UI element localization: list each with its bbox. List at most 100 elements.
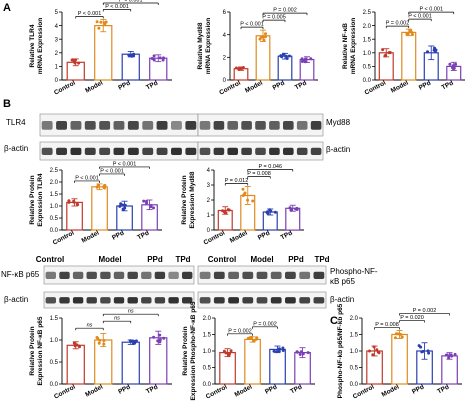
blot-band bbox=[45, 271, 56, 279]
blot-band bbox=[285, 271, 296, 279]
data-point bbox=[246, 198, 250, 202]
significance-label: P < 0.001 bbox=[419, 7, 443, 13]
data-point bbox=[158, 338, 162, 342]
y-tick-label: 2 bbox=[223, 56, 227, 62]
lane-header: PPd bbox=[147, 255, 163, 264]
y-axis-title: Phospho-NF-kb p65/NF-kb p65 bbox=[337, 303, 344, 398]
blot-band bbox=[59, 297, 70, 304]
y-tick-label: 2.5 bbox=[50, 168, 59, 174]
data-point bbox=[261, 35, 265, 39]
bar-control bbox=[219, 352, 236, 385]
blot-band bbox=[255, 121, 266, 130]
lane-headers-phospho: Control Model PPd TPd bbox=[208, 255, 330, 264]
data-point bbox=[376, 350, 380, 354]
blot-band bbox=[113, 297, 125, 304]
data-point bbox=[222, 210, 226, 214]
significance-label: P = 0.002 bbox=[228, 328, 252, 334]
x-tick-label: Model bbox=[390, 79, 410, 94]
significance-label: P = 0.002 bbox=[413, 308, 437, 314]
data-point bbox=[158, 56, 162, 60]
blot-band bbox=[113, 121, 125, 130]
blot-band bbox=[156, 147, 168, 155]
blot-band bbox=[59, 271, 70, 279]
y-tick-label: 0.5 bbox=[50, 360, 59, 366]
blot-band bbox=[72, 297, 84, 304]
data-point bbox=[98, 338, 102, 342]
blot-band bbox=[56, 121, 67, 130]
y-tick-label: 2 bbox=[207, 198, 211, 204]
x-tick-label: PPd bbox=[111, 230, 125, 242]
y-axis-title: mRNA Expression bbox=[350, 18, 357, 74]
x-tick-label: TPd bbox=[436, 384, 450, 396]
bar-model bbox=[255, 35, 271, 81]
blot-band bbox=[70, 147, 82, 155]
data-point bbox=[74, 58, 77, 62]
blot-label-actin-1: β-actin bbox=[4, 144, 28, 153]
data-point bbox=[264, 35, 267, 39]
data-point bbox=[73, 61, 77, 65]
x-tick-label: Model bbox=[234, 383, 254, 398]
bar-model bbox=[401, 31, 417, 81]
y-tick-label: 0 bbox=[55, 78, 59, 84]
blot-band bbox=[199, 297, 211, 304]
y-axis-title: mRNA Expression bbox=[205, 18, 212, 74]
x-tick-label: Model bbox=[229, 229, 249, 244]
significance-label: P < 0.001 bbox=[408, 14, 432, 20]
data-point bbox=[241, 66, 245, 69]
blot-myd88-actin bbox=[197, 113, 324, 161]
data-point bbox=[162, 336, 166, 340]
blot-band bbox=[168, 271, 179, 279]
significance-label: P < 0.001 bbox=[75, 175, 99, 181]
y-tick-label: 1.0 bbox=[203, 349, 212, 355]
data-point bbox=[426, 349, 430, 353]
blot-band bbox=[100, 297, 111, 304]
lane-header: TPd bbox=[314, 255, 329, 264]
y-tick-label: 4 bbox=[55, 24, 59, 30]
blot-band bbox=[171, 147, 182, 155]
blot-band bbox=[127, 121, 139, 130]
blot-band bbox=[141, 297, 152, 304]
data-point bbox=[304, 57, 307, 61]
data-point bbox=[242, 193, 246, 197]
data-point bbox=[99, 20, 103, 24]
y-tick-label: 3 bbox=[55, 37, 59, 43]
blot-band bbox=[99, 147, 111, 155]
y-tick-label: 0.0 bbox=[50, 228, 59, 234]
blot-band bbox=[45, 297, 56, 304]
x-tick-label: PPd bbox=[264, 384, 278, 396]
bar-ppd bbox=[121, 53, 140, 81]
data-point bbox=[130, 339, 134, 343]
x-tick-label: TPd bbox=[441, 80, 455, 92]
blot-band bbox=[199, 121, 211, 130]
significance-label: ns bbox=[114, 316, 120, 322]
significance-label: P = 0.020 bbox=[400, 315, 424, 321]
bar-model bbox=[391, 333, 408, 385]
x-tick-label: Model bbox=[84, 383, 104, 398]
bar-tpd bbox=[441, 355, 458, 385]
bar-model bbox=[91, 186, 108, 231]
blot-band bbox=[142, 147, 154, 155]
data-point bbox=[121, 203, 125, 207]
blot-band bbox=[285, 297, 296, 304]
y-tick-label: 1.0 bbox=[350, 349, 359, 355]
data-point bbox=[118, 204, 122, 208]
blot-band bbox=[127, 297, 138, 304]
data-point bbox=[295, 206, 299, 210]
data-point bbox=[149, 204, 153, 208]
significance-label: P < 0.001 bbox=[100, 168, 124, 174]
lane-header: Control bbox=[208, 255, 236, 264]
data-point bbox=[227, 353, 231, 357]
data-point bbox=[152, 58, 156, 62]
data-point bbox=[152, 206, 155, 210]
data-point bbox=[301, 352, 305, 356]
blot-band bbox=[185, 147, 197, 155]
y-axis-title: Expression Myd88 bbox=[189, 171, 196, 228]
data-point bbox=[372, 345, 376, 349]
blot-band bbox=[154, 297, 166, 304]
y-tick-label: 2 bbox=[55, 51, 59, 57]
bar-model bbox=[94, 25, 113, 81]
data-point bbox=[288, 206, 292, 210]
blot-band bbox=[310, 121, 322, 130]
panel-letter-a: A bbox=[3, 2, 11, 14]
